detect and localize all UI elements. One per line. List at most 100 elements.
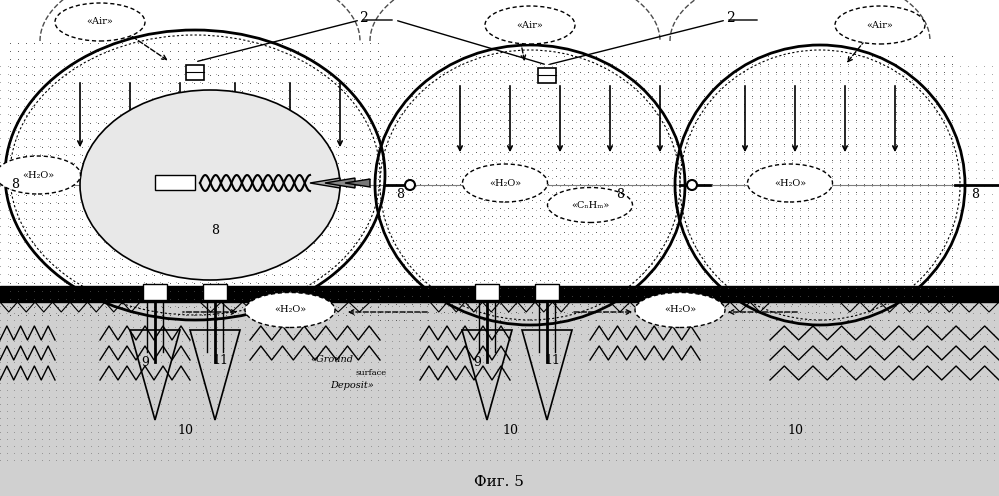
Point [600,222,616,230]
Point [162,55,178,63]
Point [960,190,976,198]
Point [186,287,202,295]
Point [628,132,644,140]
Point [476,148,492,156]
Point [420,124,436,132]
Point [768,60,784,68]
Point [420,228,436,236]
Point [902,358,918,366]
Point [685,414,701,422]
Point [504,246,520,254]
Point [412,421,428,429]
Point [209,449,225,457]
Point [258,288,274,296]
Point [412,60,428,68]
Point [118,428,134,436]
Point [237,428,253,436]
Point [493,308,508,316]
Point [783,386,799,394]
Point [688,126,704,134]
Point [153,316,169,324]
Point [132,428,148,436]
Point [783,449,799,457]
Point [696,238,712,246]
Point [672,172,688,180]
Point [516,108,532,116]
Point [958,435,974,443]
Point [356,449,372,457]
Point [202,183,218,191]
Point [352,182,368,190]
Point [376,254,392,262]
Point [352,262,368,270]
Point [840,118,856,126]
Point [69,435,85,443]
Point [125,386,141,394]
Point [384,365,400,373]
Point [600,206,616,214]
Point [652,124,668,132]
Point [392,254,408,262]
Point [362,183,378,191]
Point [464,174,480,182]
Point [601,330,617,338]
Point [671,456,687,464]
Point [405,386,421,394]
Point [419,358,435,366]
Point [792,158,808,166]
Point [194,207,210,215]
Point [824,108,840,116]
Point [312,198,328,206]
Point [840,268,856,276]
Point [290,135,306,143]
Point [0,372,15,380]
Point [776,393,792,401]
Point [517,407,533,415]
Point [154,215,170,223]
Point [678,393,694,401]
Point [904,300,920,308]
Point [979,442,995,450]
Point [556,260,572,268]
Point [18,271,34,279]
Point [500,116,516,124]
Point [552,295,568,303]
Point [363,330,379,338]
Point [426,442,442,450]
Point [783,344,799,352]
Point [488,230,503,238]
Point [216,262,232,270]
Point [320,286,336,294]
Point [392,206,408,214]
Point [532,284,548,292]
Point [356,365,372,373]
Point [832,110,848,118]
Point [688,188,704,196]
Point [792,142,808,150]
Point [335,358,351,366]
Point [652,180,668,188]
Point [909,358,925,366]
Point [832,230,848,238]
Point [168,206,184,214]
Point [432,142,448,150]
Point [888,308,904,316]
Point [760,118,776,126]
Point [532,196,548,204]
Point [888,100,904,108]
Point [920,244,936,252]
Point [622,302,638,310]
Point [951,330,967,338]
Point [944,78,960,86]
Point [660,68,676,76]
Point [720,270,736,278]
Point [391,288,407,296]
Point [304,270,320,278]
Point [306,295,322,303]
Point [363,288,379,296]
Point [64,198,80,206]
Point [488,174,503,182]
Point [632,94,648,102]
Point [811,316,827,324]
Point [24,78,40,86]
